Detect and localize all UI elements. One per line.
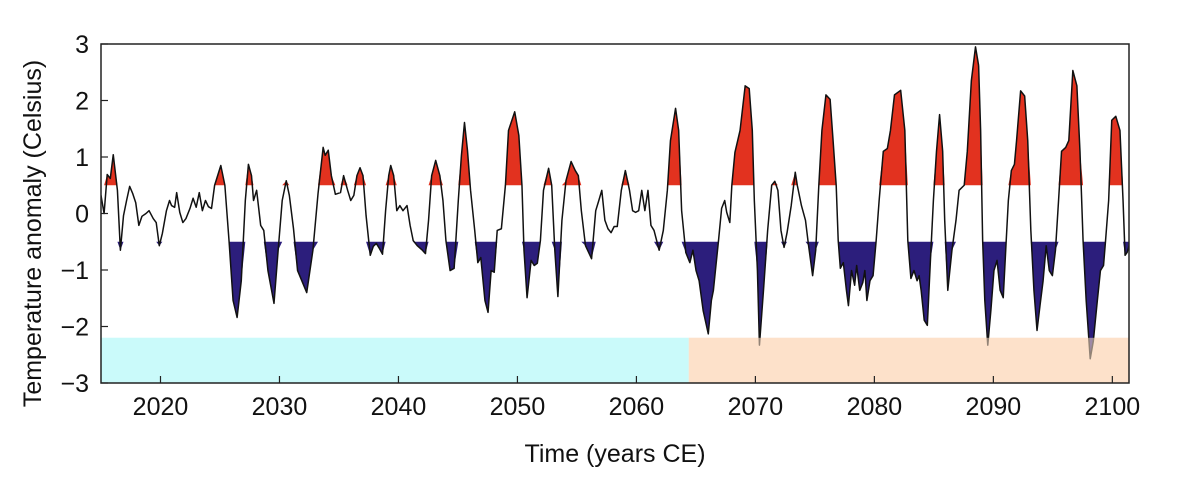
- band-overlay-early-period: [101, 337, 689, 383]
- y-tick-label: −1: [60, 257, 89, 285]
- x-tick-label: 2070: [728, 393, 784, 421]
- y-axis-title: Temperature anomaly (Celsius): [19, 60, 47, 407]
- x-tick-label: 2030: [252, 393, 308, 421]
- y-tick-label: 2: [75, 88, 89, 116]
- x-tick-label: 2080: [847, 393, 903, 421]
- x-axis-title: Time (years CE): [524, 440, 705, 468]
- y-tick-label: 1: [75, 144, 89, 172]
- series-line-1: [977, 65, 1129, 360]
- period-bands-overlay: [101, 337, 1129, 383]
- series-line-layer: [101, 46, 1129, 360]
- y-tick-label: −2: [60, 314, 89, 342]
- y-tick-label: −3: [60, 370, 89, 398]
- x-tick-label: 2060: [609, 393, 665, 421]
- threshold-fills: [101, 46, 1129, 359]
- below-threshold-fill: [101, 241, 1129, 359]
- above-threshold-fill: [101, 46, 1129, 186]
- y-axis: 3 2 1 0 −1 −2 −3: [60, 31, 108, 398]
- x-axis: 2020 2030 2040 2050 2060 2070 2080 2090 2100: [133, 376, 1140, 421]
- band-overlay-late-period: [688, 337, 1129, 383]
- y-tick-label: 0: [75, 201, 89, 229]
- x-tick-label: 2100: [1085, 393, 1141, 421]
- y-tick-label: 3: [75, 31, 89, 59]
- x-tick-label: 2020: [133, 393, 189, 421]
- x-tick-label: 2090: [966, 393, 1022, 421]
- series-line-0: [101, 46, 980, 346]
- x-tick-label: 2040: [371, 393, 427, 421]
- x-tick-label: 2050: [490, 393, 546, 421]
